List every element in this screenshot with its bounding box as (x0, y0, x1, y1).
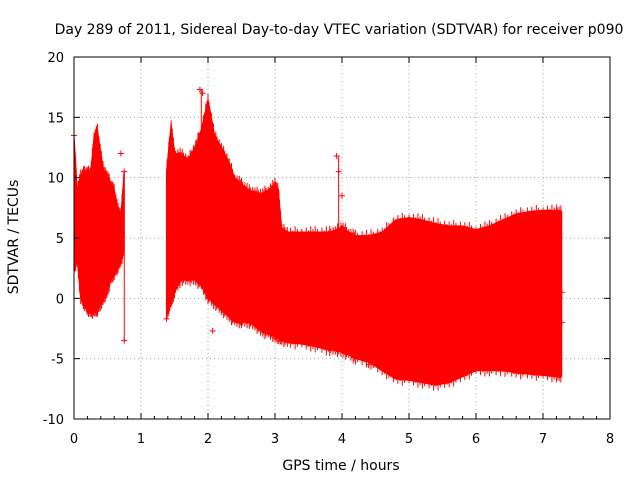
x-tick-label: 0 (70, 432, 78, 447)
x-axis-label: GPS time / hours (282, 458, 399, 474)
x-tick-label: 4 (338, 432, 346, 447)
y-tick-label: 0 (56, 292, 64, 307)
y-tick-label: -10 (43, 413, 64, 428)
x-tick-label: 7 (539, 432, 547, 447)
x-tick-label: 8 (606, 432, 614, 447)
x-tick-label: 2 (204, 432, 212, 447)
x-tick-label: 6 (472, 432, 480, 447)
chart-title: Day 289 of 2011, Sidereal Day-to-day VTE… (55, 22, 624, 38)
x-tick-label: 5 (405, 432, 413, 447)
y-tick-label: -5 (51, 353, 64, 368)
x-tick-label: 3 (271, 432, 279, 447)
y-tick-label: 5 (56, 232, 64, 247)
x-tick-label: 1 (137, 432, 145, 447)
y-axis-label: SDTVAR / TECUs (6, 180, 22, 295)
y-tick-label: 15 (47, 111, 64, 126)
axis-ticks: 0 1 2 3 4 5 6 7 8 -10 -5 0 5 10 15 20 (43, 51, 614, 447)
y-tick-label: 20 (47, 51, 64, 66)
plot-area (71, 86, 565, 391)
y-tick-label: 10 (47, 172, 64, 187)
